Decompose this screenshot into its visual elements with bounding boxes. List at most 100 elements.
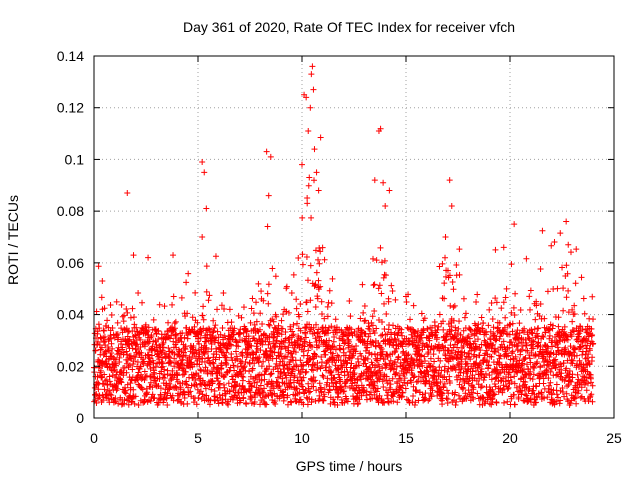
background-point: [488, 396, 495, 403]
background-point: [380, 376, 387, 383]
background-point: [247, 338, 254, 345]
background-point: [389, 375, 396, 382]
background-point: [513, 343, 520, 350]
background-point: [130, 360, 137, 367]
background-point: [314, 295, 321, 302]
background-point: [526, 355, 533, 362]
background-point: [590, 316, 597, 323]
background-point: [336, 335, 343, 342]
background-point: [484, 343, 491, 350]
background-point: [474, 336, 481, 343]
background-point: [338, 369, 345, 376]
background-point: [304, 194, 311, 201]
background-point: [173, 331, 180, 338]
background-point: [418, 310, 425, 317]
background-point: [356, 396, 363, 403]
background-point: [429, 387, 436, 394]
background-point: [326, 337, 333, 344]
background-point: [409, 326, 416, 333]
background-point: [335, 353, 342, 360]
background-point: [516, 320, 523, 327]
background-point: [464, 360, 471, 367]
background-point: [124, 381, 131, 388]
background-point: [106, 378, 113, 385]
background-point: [196, 361, 203, 368]
background-point: [284, 401, 291, 408]
background-point: [319, 244, 326, 251]
background-point: [362, 360, 369, 367]
background-point: [288, 289, 295, 296]
background-point: [467, 341, 474, 348]
background-point: [302, 369, 309, 376]
background-point: [160, 344, 167, 351]
background-point: [172, 318, 179, 325]
background-point: [264, 290, 271, 297]
background-point: [197, 328, 204, 335]
background-point: [123, 369, 130, 376]
background-point: [203, 344, 210, 351]
background-point: [471, 338, 478, 345]
background-point: [585, 351, 592, 358]
background-point: [541, 315, 548, 322]
background-point: [334, 329, 341, 336]
background-point: [456, 318, 463, 325]
background-point: [123, 306, 130, 313]
background-point: [467, 356, 474, 363]
background-point: [547, 368, 554, 375]
background-point: [95, 386, 102, 393]
background-point: [460, 295, 467, 302]
background-point: [435, 323, 442, 330]
background-point: [285, 309, 292, 316]
background-point: [561, 377, 568, 384]
background-point: [564, 270, 571, 277]
background-point: [527, 375, 534, 382]
background-point: [312, 335, 319, 342]
background-point: [250, 310, 257, 317]
background-point: [440, 318, 447, 325]
background-point: [455, 325, 462, 332]
background-point: [92, 397, 99, 404]
background-point: [564, 336, 571, 343]
background-point: [543, 348, 550, 355]
background-point: [388, 331, 395, 338]
spike-point: [310, 86, 317, 93]
background-point: [325, 327, 332, 334]
background-point: [507, 374, 514, 381]
background-point: [147, 398, 154, 405]
background-point: [513, 368, 520, 375]
background-point: [306, 357, 313, 364]
background-point: [113, 298, 120, 305]
background-point: [391, 358, 398, 365]
background-point: [320, 373, 327, 380]
background-point: [349, 332, 356, 339]
background-point: [316, 260, 323, 267]
background-point: [546, 326, 553, 333]
background-point: [303, 394, 310, 401]
spike-point: [380, 179, 387, 186]
background-point: [566, 367, 573, 374]
background-point: [282, 335, 289, 342]
background-point: [315, 256, 322, 263]
background-point: [399, 382, 406, 389]
background-point: [564, 333, 571, 340]
background-point: [148, 333, 155, 340]
background-point: [549, 343, 556, 350]
background-point: [353, 342, 360, 349]
background-point: [272, 273, 279, 280]
background-point: [194, 386, 201, 393]
background-point: [218, 302, 225, 309]
background-point: [461, 314, 468, 321]
background-point: [465, 380, 472, 387]
background-point: [251, 337, 258, 344]
spike-point: [565, 241, 572, 248]
background-point: [450, 317, 457, 324]
background-point: [152, 364, 159, 371]
background-point: [564, 357, 571, 364]
background-point: [496, 320, 503, 327]
background-point: [584, 342, 591, 349]
background-point: [183, 381, 190, 388]
background-point: [94, 328, 101, 335]
background-point: [378, 290, 385, 297]
background-point: [466, 375, 473, 382]
background-point: [352, 348, 359, 355]
